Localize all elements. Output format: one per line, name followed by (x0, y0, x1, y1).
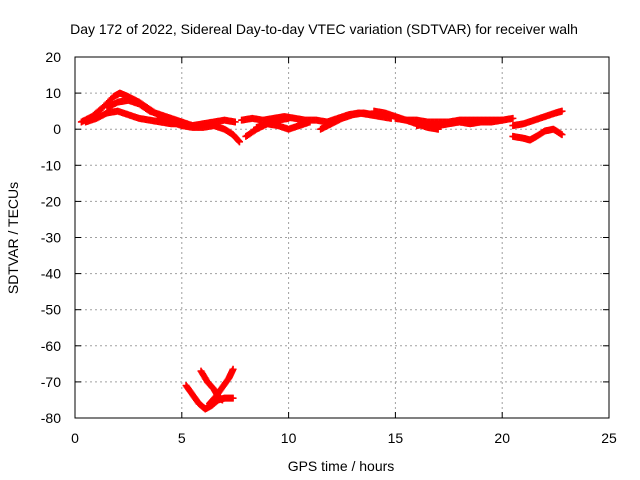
data-point (235, 138, 243, 146)
y-tick-label: 0 (53, 121, 61, 137)
x-tick-label: 25 (601, 430, 617, 446)
x-axis-label: GPS time / hours (288, 458, 395, 474)
data-point (558, 131, 566, 139)
y-tick-label: -50 (41, 302, 61, 318)
data-point (229, 365, 237, 373)
x-tick-label: 15 (388, 430, 404, 446)
axis-ticks: 0 5 10 15 20 25 20 10 0 -10 -20 -30 -40 -50 -60 -70 -80 (41, 49, 617, 446)
x-tick-label: 0 (71, 430, 79, 446)
data-point (498, 116, 506, 124)
series-arc-4 (156, 114, 243, 146)
y-tick-label: -10 (41, 157, 61, 173)
series-arc-11 (413, 116, 506, 130)
data-point (558, 107, 566, 115)
series-arc-16 (206, 365, 237, 408)
y-tick-label: 10 (45, 85, 61, 101)
y-tick-label: 20 (45, 49, 61, 65)
series-arc-13 (509, 125, 566, 144)
data-point (285, 114, 293, 122)
data-series (77, 89, 566, 413)
series-arc-7 (253, 118, 314, 133)
y-tick-label: -60 (41, 338, 61, 354)
data-point (218, 396, 226, 404)
chart-title: Day 172 of 2022, Sidereal Day-to-day VTE… (70, 21, 578, 37)
series-arc-15 (197, 367, 226, 404)
x-tick-label: 10 (281, 430, 297, 446)
y-tick-label: -30 (41, 230, 61, 246)
y-tick-label: -80 (41, 410, 61, 426)
y-tick-label: -70 (41, 374, 61, 390)
y-axis-label: SDTVAR / TECUs (5, 182, 21, 294)
data-point (231, 118, 239, 126)
x-tick-label: 5 (178, 430, 186, 446)
series-arc-12 (509, 107, 566, 130)
data-point (509, 114, 517, 122)
data-point (306, 118, 314, 126)
data-point (229, 394, 237, 402)
y-tick-label: -40 (41, 266, 61, 282)
data-point (235, 137, 243, 145)
y-tick-label: -20 (41, 193, 61, 209)
x-tick-label: 20 (494, 430, 510, 446)
